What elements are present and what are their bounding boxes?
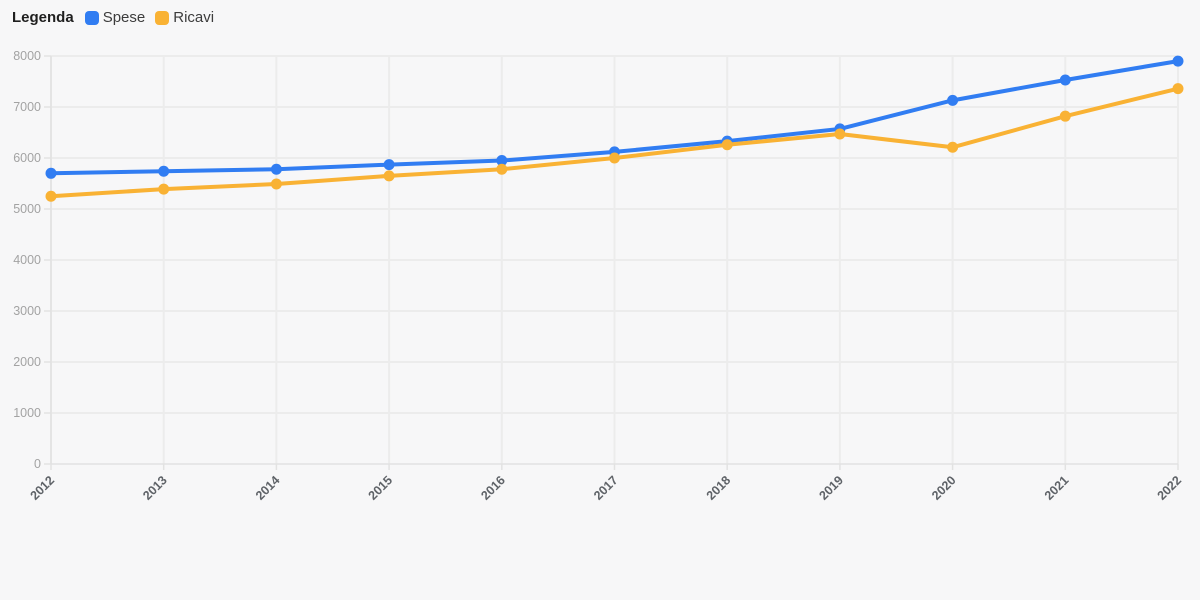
data-point-ricavi-2015[interactable] [383, 170, 395, 182]
data-point-ricavi-2018[interactable] [721, 139, 733, 151]
y-axis-label: 6000 [13, 151, 41, 165]
data-point-spese-2021[interactable] [1059, 74, 1071, 86]
y-axis-label: 7000 [13, 100, 41, 114]
data-point-ricavi-2012[interactable] [45, 190, 57, 202]
spese-color-swatch [84, 10, 99, 25]
data-point-spese-2022[interactable] [1172, 55, 1184, 67]
x-axis-label: 2013 [140, 473, 170, 503]
data-point-spese-2015[interactable] [383, 159, 395, 171]
data-point-spese-2016[interactable] [496, 155, 508, 167]
x-axis-label: 2019 [816, 473, 846, 503]
x-axis-label: 2020 [929, 473, 959, 503]
y-axis-label: 8000 [13, 49, 41, 63]
data-point-ricavi-2016[interactable] [496, 163, 508, 175]
data-point-ricavi-2017[interactable] [609, 152, 620, 164]
data-point-spese-2013[interactable] [158, 165, 170, 177]
y-axis-label: 2000 [13, 355, 41, 369]
legend-item-spese[interactable]: Spese [84, 9, 146, 26]
data-point-ricavi-2013[interactable] [158, 183, 170, 195]
x-axis-label: 2014 [253, 473, 283, 503]
x-axis-label: 2018 [704, 473, 734, 503]
data-point-spese-2014[interactable] [270, 163, 282, 175]
ricavi-color-swatch [155, 10, 170, 25]
legend-label-spese: Spese [102, 9, 146, 26]
data-point-ricavi-2022[interactable] [1172, 83, 1184, 95]
chart-legend: Legenda Spese Ricavi [12, 9, 214, 26]
data-point-ricavi-2019[interactable] [834, 128, 846, 140]
data-point-spese-2020[interactable] [947, 94, 959, 106]
x-axis-label: 2012 [28, 473, 58, 503]
data-point-ricavi-2020[interactable] [947, 141, 959, 153]
x-axis-label: 2022 [1155, 473, 1185, 503]
x-axis-label: 2015 [366, 473, 396, 503]
y-axis-label: 0 [34, 457, 41, 471]
y-axis-label: 1000 [13, 406, 41, 420]
legend-item-ricavi[interactable]: Ricavi [155, 9, 214, 26]
legend-title: Legenda [12, 9, 74, 26]
data-point-ricavi-2014[interactable] [270, 178, 282, 190]
data-point-spese-2012[interactable] [45, 167, 57, 179]
y-axis-label: 3000 [13, 304, 41, 318]
x-axis-label: 2021 [1042, 473, 1072, 503]
legend-label-ricavi: Ricavi [173, 9, 215, 26]
data-point-ricavi-2021[interactable] [1059, 110, 1071, 122]
x-axis-label: 2016 [478, 473, 508, 503]
x-axis-label: 2017 [591, 473, 621, 503]
y-axis-label: 4000 [13, 253, 41, 267]
y-axis-label: 5000 [13, 202, 41, 216]
